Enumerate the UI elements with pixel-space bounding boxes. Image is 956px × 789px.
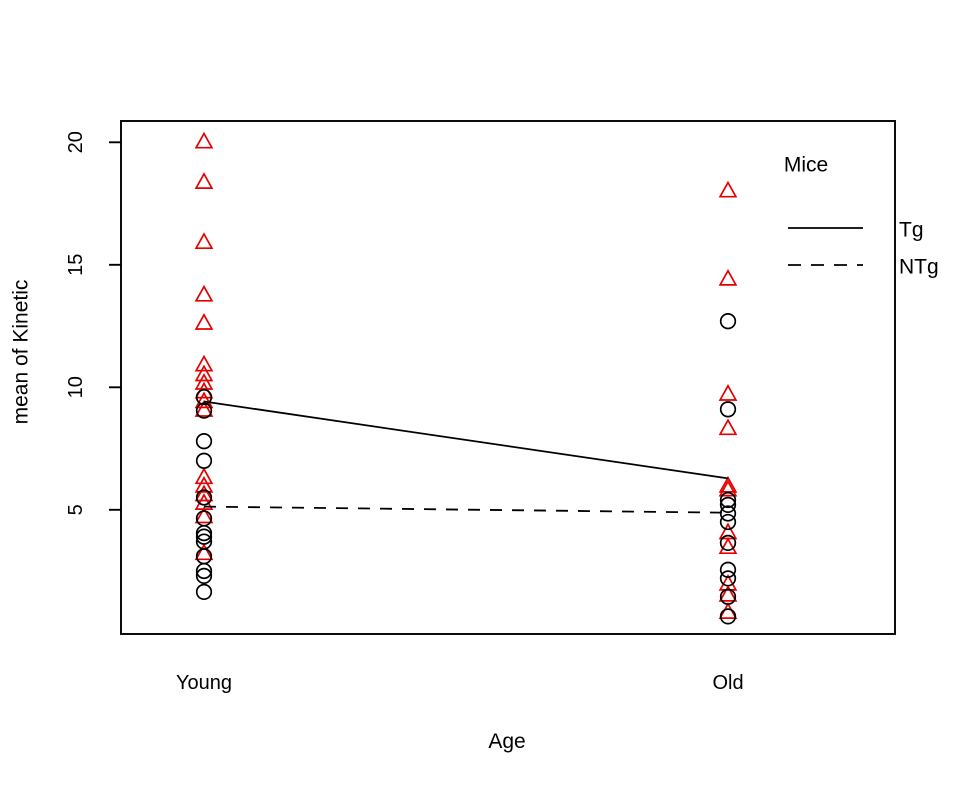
data-point-triangle-tg bbox=[718, 268, 738, 286]
data-point-triangle-tg bbox=[718, 180, 738, 198]
data-point-circle-ntg bbox=[195, 567, 213, 585]
data-point-triangle-tg bbox=[194, 484, 214, 502]
x-axis-title: Age bbox=[488, 730, 525, 753]
y-axis-title: mean of Kinetic bbox=[10, 280, 33, 425]
data-point-circle-ntg bbox=[719, 491, 737, 509]
data-point-triangle-tg bbox=[718, 537, 738, 555]
data-point-circle-ntg bbox=[195, 524, 213, 542]
mean-line-tg bbox=[203, 400, 729, 480]
data-point-circle-ntg bbox=[719, 313, 737, 330]
y-tick-label: 15 bbox=[65, 254, 87, 276]
data-point-circle-ntg bbox=[719, 570, 737, 587]
data-point-circle-ntg bbox=[195, 402, 213, 419]
data-point-circle-ntg bbox=[195, 388, 213, 406]
data-point-circle-ntg bbox=[719, 561, 737, 578]
data-point-triangle-tg bbox=[194, 364, 214, 382]
data-point-triangle-tg bbox=[194, 131, 214, 149]
mean-line-ntg bbox=[203, 505, 729, 514]
data-point-triangle-tg bbox=[718, 479, 738, 497]
data-point-triangle-tg bbox=[194, 400, 214, 417]
plot-box bbox=[120, 120, 896, 635]
data-point-triangle-tg bbox=[194, 467, 214, 485]
data-point-triangle-tg bbox=[194, 284, 214, 302]
data-point-triangle-tg bbox=[194, 354, 214, 372]
data-point-circle-ntg bbox=[719, 505, 737, 522]
legend-entry-label-ntg: NTg bbox=[899, 256, 939, 279]
data-point-circle-ntg bbox=[195, 452, 213, 469]
y-tick-label: 5 bbox=[65, 504, 87, 515]
data-point-circle-ntg bbox=[195, 433, 213, 450]
data-point-triangle-tg bbox=[718, 384, 738, 401]
y-tick-label: 10 bbox=[65, 376, 87, 398]
data-point-triangle-tg bbox=[718, 418, 738, 436]
data-point-circle-ntg bbox=[719, 496, 737, 514]
data-point-circle-ntg bbox=[719, 588, 737, 605]
data-point-triangle-tg bbox=[194, 391, 214, 409]
data-point-circle-ntg bbox=[195, 489, 213, 506]
data-point-triangle-tg bbox=[194, 506, 214, 524]
legend-entry-label-tg: Tg bbox=[899, 219, 924, 242]
data-point-triangle-tg bbox=[194, 313, 214, 330]
legend-title: Mice bbox=[784, 154, 828, 177]
data-point-triangle-tg bbox=[194, 543, 214, 561]
data-point-circle-ntg bbox=[195, 583, 213, 601]
data-point-triangle-tg bbox=[194, 232, 214, 250]
data-point-circle-ntg bbox=[719, 534, 737, 552]
data-point-triangle-tg bbox=[194, 475, 214, 493]
data-point-circle-ntg bbox=[719, 608, 737, 625]
data-point-circle-ntg bbox=[719, 513, 737, 531]
data-point-circle-ntg bbox=[719, 401, 737, 418]
data-point-circle-ntg bbox=[195, 548, 213, 565]
x-category-label-young: Young bbox=[176, 672, 232, 694]
data-point-circle-ntg bbox=[195, 562, 213, 580]
x-category-label-old: Old bbox=[712, 672, 743, 694]
data-point-triangle-tg bbox=[718, 584, 738, 602]
y-tick-label: 20 bbox=[65, 131, 87, 153]
data-point-triangle-tg bbox=[194, 172, 214, 189]
data-point-circle-ntg bbox=[195, 528, 213, 545]
